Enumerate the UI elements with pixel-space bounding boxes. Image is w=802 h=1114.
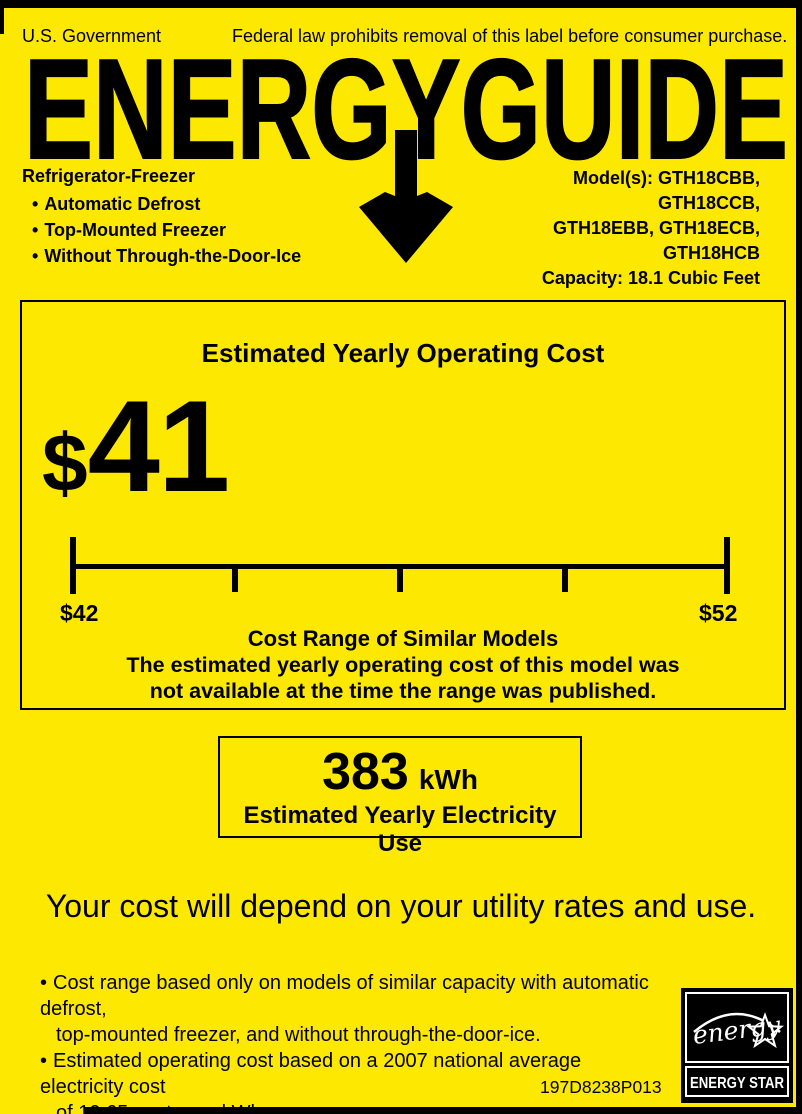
bullet-icon: • [40,972,48,994]
feature-item: • Automatic Defrost [32,195,301,213]
footnote-line: of 10.65 cents per kWh. [56,1102,268,1114]
energyguide-logo: ENERGYGUIDE [24,50,789,263]
scale-tick-max [724,537,730,594]
feature-item: • Without Through-the-Door-Ice [32,247,301,265]
model-line: Model(s): GTH18CBB, [572,168,760,188]
kwh-unit: kWh [418,764,478,795]
footnote-text: Estimated operating cost based on a 2007… [40,1050,582,1098]
cost-amount: 41 [87,373,231,519]
cost-range-scale [70,537,730,594]
down-arrow-icon [359,130,453,263]
scale-tick-mid [232,564,238,592]
appliance-type: Refrigerator-Freezer [22,166,196,186]
scale-tick-min [70,537,76,594]
footnote-line: • Cost range based only on models of simi… [40,970,670,1022]
left-border-notch [0,0,4,34]
energy-star-arc [693,1012,781,1033]
bullet-icon: • [32,246,39,266]
estimated-cost-value: $41 [42,373,231,519]
bottom-border [85,1107,802,1114]
range-note-line1: The estimated yearly operating cost of t… [126,653,680,677]
footnote-line: • Estimated operating cost based on a 200… [40,1048,670,1100]
right-border [796,0,802,1114]
footnote-line: top-mounted freezer, and without through… [56,1024,541,1046]
scale-tick-mid [562,564,568,592]
us-government-text: U.S. Government [22,26,162,46]
electricity-value-row: 383 kWh [220,746,580,798]
energy-star-logo: energy ENERGY STAR [681,988,793,1103]
top-border [0,0,802,8]
bullet-icon: • [32,220,39,240]
kwh-value: 383 [322,743,409,801]
range-note-line2: not available at the time the range was … [149,679,657,703]
feature-label: Automatic Defrost [44,194,201,214]
model-line: GTH18EBB, GTH18ECB, [552,218,760,238]
bullet-icon: • [40,1050,48,1072]
federal-law-notice: Federal law prohibits removal of this la… [232,26,788,46]
currency-symbol: $ [42,418,88,509]
model-info: Model(s): GTH18CBB, GTH18CCB, GTH18EBB, … [542,166,760,291]
scale-tick-mid [397,564,403,592]
feature-label: Without Through-the-Door-Ice [44,246,302,266]
bullet-icon: • [32,194,39,214]
feature-item: • Top-Mounted Freezer [32,221,301,239]
scale-min-label: $42 [60,600,99,626]
cost-range-title: Cost Range of Similar Models [247,626,559,651]
scale-max-label: $52 [699,600,738,626]
footnote-text: Cost range based only on models of simil… [40,972,649,1020]
capacity-line: Capacity: 18.1 Cubic Feet [541,268,760,288]
model-line: GTH18CCB, [657,193,760,213]
model-line: GTH18HCB [662,243,760,263]
part-number: 197D8238P013 [540,1077,662,1097]
energy-star-wordmark: ENERGY STAR [690,1075,784,1092]
star-icon [746,1012,784,1049]
electricity-use-label: Estimated Yearly Electricity Use [243,802,557,857]
utility-rates-notice: Your cost will depend on your utility ra… [45,888,757,924]
operating-cost-title: Estimated Yearly Operating Cost [201,338,605,368]
footnotes: • Cost range based only on models of simi… [40,970,670,1114]
electricity-use-box: 383 kWh Estimated Yearly Electricity Use [218,736,582,857]
feature-label: Top-Mounted Freezer [44,220,226,240]
appliance-features: Refrigerator-Freezer • Automatic Defrost … [22,166,301,273]
operating-cost-box: Estimated Yearly Operating Cost $41 $42 … [20,300,786,710]
